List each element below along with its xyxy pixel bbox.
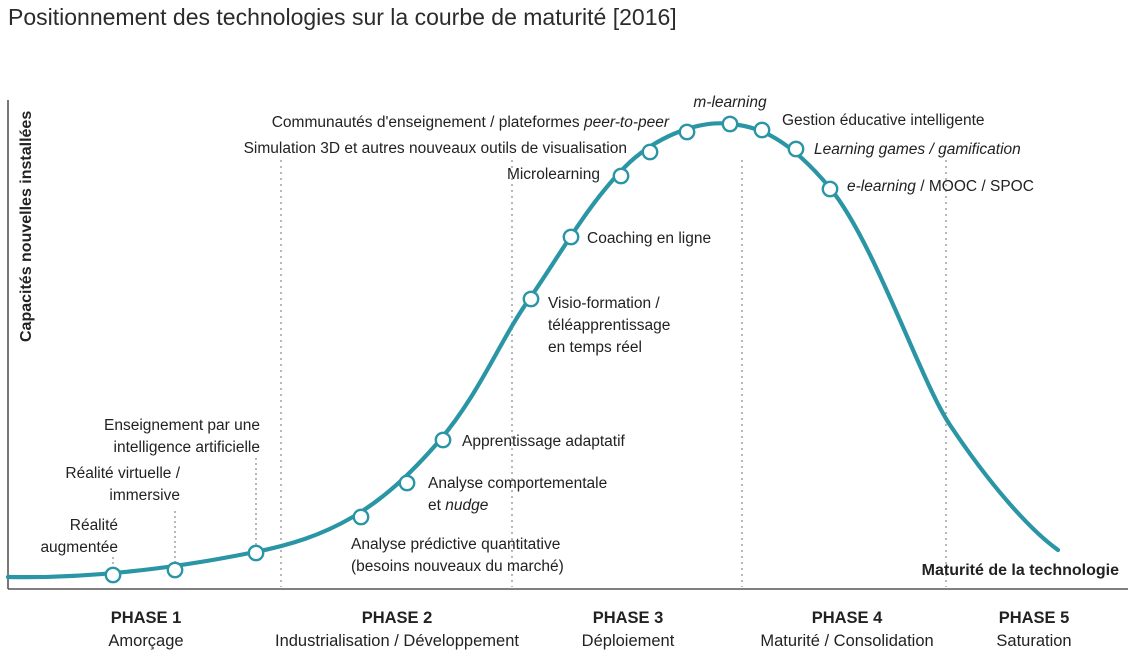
technology-marker [104,566,122,584]
technology-marker [678,123,696,141]
technology-marker [612,167,630,185]
phase-name: PHASE 5 [999,609,1070,627]
technology-marker [562,228,580,246]
technology-marker [522,290,540,308]
technology-marker [434,431,452,449]
technology-label-text: Simulation 3D et autres nouveaux outils … [244,140,627,157]
technology-label-text: Learning games / gamification [814,141,1021,158]
technology-marker [398,474,416,492]
technology-label: e-learning / MOOC / SPOC [847,178,1034,195]
technology-label: Enseignement par une intelligence artific… [104,417,260,456]
technology-label-text: Analyse prédictive quantitative [351,536,560,553]
phase-subtitle: Saturation [996,632,1071,650]
technology-label-text: Visio-formation / [548,295,660,312]
phase-labels: PHASE 1 Amorçage PHASE 2 Industrialisation … [108,609,1071,650]
technology-label: Gestion éducative intelligente [782,112,985,129]
phase-subtitle: Déploiement [582,632,675,650]
technology-label: Apprentissage adaptatif [462,433,626,450]
technology-label-text: (besoins nouveaux du marché) [351,558,564,575]
technology-label: Réalité augmentée [40,517,118,556]
technology-label-text: et [428,497,445,514]
technology-marker [166,561,184,579]
technology-marker [753,121,771,139]
technology-label: Réalité virtuelle / immersive [65,465,180,504]
technology-labels: Réalité augmentée Réalité virtuelle / immer… [40,94,1033,575]
technology-label-text: m-learning [693,94,767,111]
phase-name: PHASE 1 [111,609,182,627]
technology-label: Communautés d'enseignement / plateformes… [272,114,670,131]
technology-label-text: / MOOC / SPOC [916,178,1034,195]
technology-label-text: peer-to-peer [583,114,670,131]
technology-label: Microlearning [507,166,600,183]
technology-label-text: Enseignement par une [104,417,260,434]
technology-label-text: en temps réel [548,339,642,356]
technology-marker [247,544,265,562]
technology-label: Simulation 3D et autres nouveaux outils … [244,140,627,157]
phase-name: PHASE 2 [362,609,433,627]
technology-label: m-learning [693,94,767,111]
technology-marker [721,115,739,133]
technology-markers [104,115,839,584]
technology-label-text: téléapprentissage [548,317,670,334]
maturity-curve [5,121,1061,580]
technology-label: Analyse comportementale et nudge [428,475,607,514]
phase-subtitle: Industrialisation / Développement [275,632,519,650]
technology-label-text: Analyse comportementale [428,475,607,492]
technology-label: Analyse prédictive quantitative (besoins … [351,536,564,575]
technology-label-text: augmentée [40,539,118,556]
technology-label-text: Microlearning [507,166,600,183]
technology-marker [821,180,839,198]
technology-label-text: Coaching en ligne [587,230,711,247]
technology-label-text: immersive [109,487,180,504]
technology-label-text: Communautés d'enseignement / plateformes [272,114,584,131]
phase-name: PHASE 3 [593,609,664,627]
phase-subtitle: Amorçage [108,632,183,650]
phase-subtitle: Maturité / Consolidation [760,632,933,650]
technology-label-text: Gestion éducative intelligente [782,112,985,129]
technology-label-text: Réalité [70,517,118,534]
phase-dividers [280,160,947,587]
technology-label-text: intelligence artificielle [114,439,260,456]
technology-label-text: Réalité virtuelle / [65,465,180,482]
technology-marker [787,140,805,158]
phase-name: PHASE 4 [812,609,883,627]
technology-label-text: nudge [445,497,488,514]
technology-marker [641,143,659,161]
x-axis-title: Maturité de la technologie [922,562,1119,579]
technology-label: Visio-formation / téléapprentissage en tem… [548,295,670,356]
technology-label-text: Apprentissage adaptatif [462,433,626,450]
chart-title: Positionnement des technologies sur la c… [8,4,677,30]
y-axis-title: Capacités nouvelles installées [18,111,35,342]
technology-marker [352,508,370,526]
technology-label: Learning games / gamification [814,141,1021,158]
technology-label: Coaching en ligne [587,230,711,247]
technology-label-text: e-learning [847,178,916,195]
